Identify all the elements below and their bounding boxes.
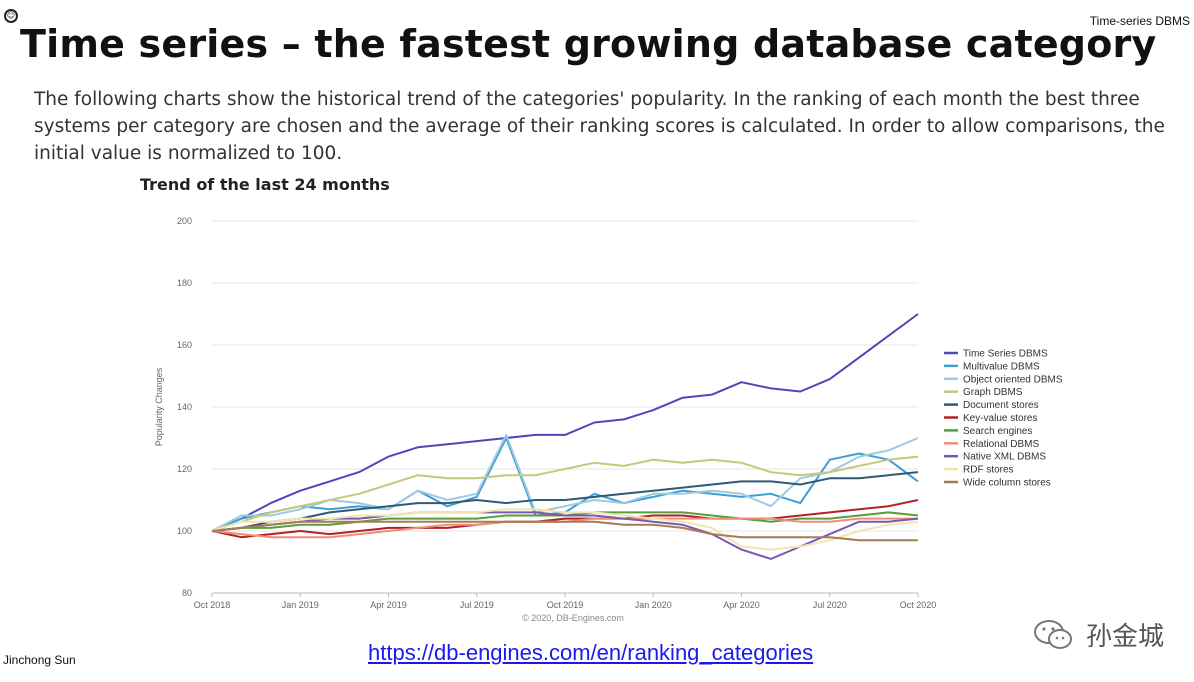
x-tick-label: Oct 2020 (900, 600, 937, 610)
x-tick-label: Jul 2019 (460, 600, 494, 610)
source-link[interactable]: https://db-engines.com/en/ranking_catego… (368, 640, 814, 665)
y-tick-label: 80 (182, 588, 192, 598)
y-axis-label: Popularity Changes (154, 367, 164, 446)
slide-title: Time series – the fastest growing databa… (20, 22, 1157, 66)
legend-label: Graph DBMS (963, 387, 1023, 398)
header-label: Time-series DBMS (1089, 14, 1190, 28)
wechat-account-name: 孙金城 (1086, 622, 1165, 652)
x-tick-label: Oct 2018 (194, 600, 231, 610)
legend-label: Time Series DBMS (963, 349, 1048, 360)
series-line-time-series-dbms (211, 313, 919, 532)
series-line-wide-column-stores (211, 520, 918, 542)
legend-label: RDF stores (963, 465, 1014, 476)
x-tick-label: Jul 2020 (813, 600, 847, 610)
legend-label: Wide column stores (963, 478, 1051, 489)
x-tick-label: Jan 2019 (282, 600, 319, 610)
intro-paragraph: The following charts show the historical… (34, 89, 1165, 164)
y-tick-label: 100 (177, 526, 192, 536)
y-tick-label: 180 (177, 278, 192, 288)
x-tick-label: Oct 2019 (547, 600, 584, 610)
legend-label: Relational DBMS (963, 439, 1039, 450)
legend-label: Search engines (963, 426, 1033, 437)
logo-icon: ☺ (4, 9, 18, 23)
x-tick-label: Apr 2020 (723, 600, 760, 610)
y-tick-label: 140 (177, 402, 192, 412)
wechat-watermark: 孙金城 (1032, 616, 1164, 653)
chart-title: Trend of the last 24 months (140, 175, 390, 194)
author-name: Jinchong Sun (3, 653, 76, 667)
legend-label: Object oriented DBMS (963, 374, 1063, 385)
x-tick-label: Apr 2019 (370, 600, 407, 610)
x-tick-label: Jan 2020 (635, 600, 672, 610)
series-line-document-stores (211, 471, 919, 532)
legend-label: Native XML DBMS (963, 452, 1046, 463)
chart-credit: © 2020, DB-Engines.com (522, 613, 624, 623)
series-line-rdf-stores (211, 508, 919, 551)
y-tick-label: 160 (177, 340, 192, 350)
legend-label: Document stores (963, 400, 1039, 411)
legend-label: Multivalue DBMS (963, 361, 1040, 372)
wechat-icon (1034, 619, 1072, 649)
series-line-key-value-stores (211, 499, 919, 539)
series-line-graph-dbms (211, 455, 919, 532)
y-tick-label: 200 (177, 216, 192, 226)
y-tick-label: 120 (177, 464, 192, 474)
legend-label: Key-value stores (963, 413, 1037, 424)
